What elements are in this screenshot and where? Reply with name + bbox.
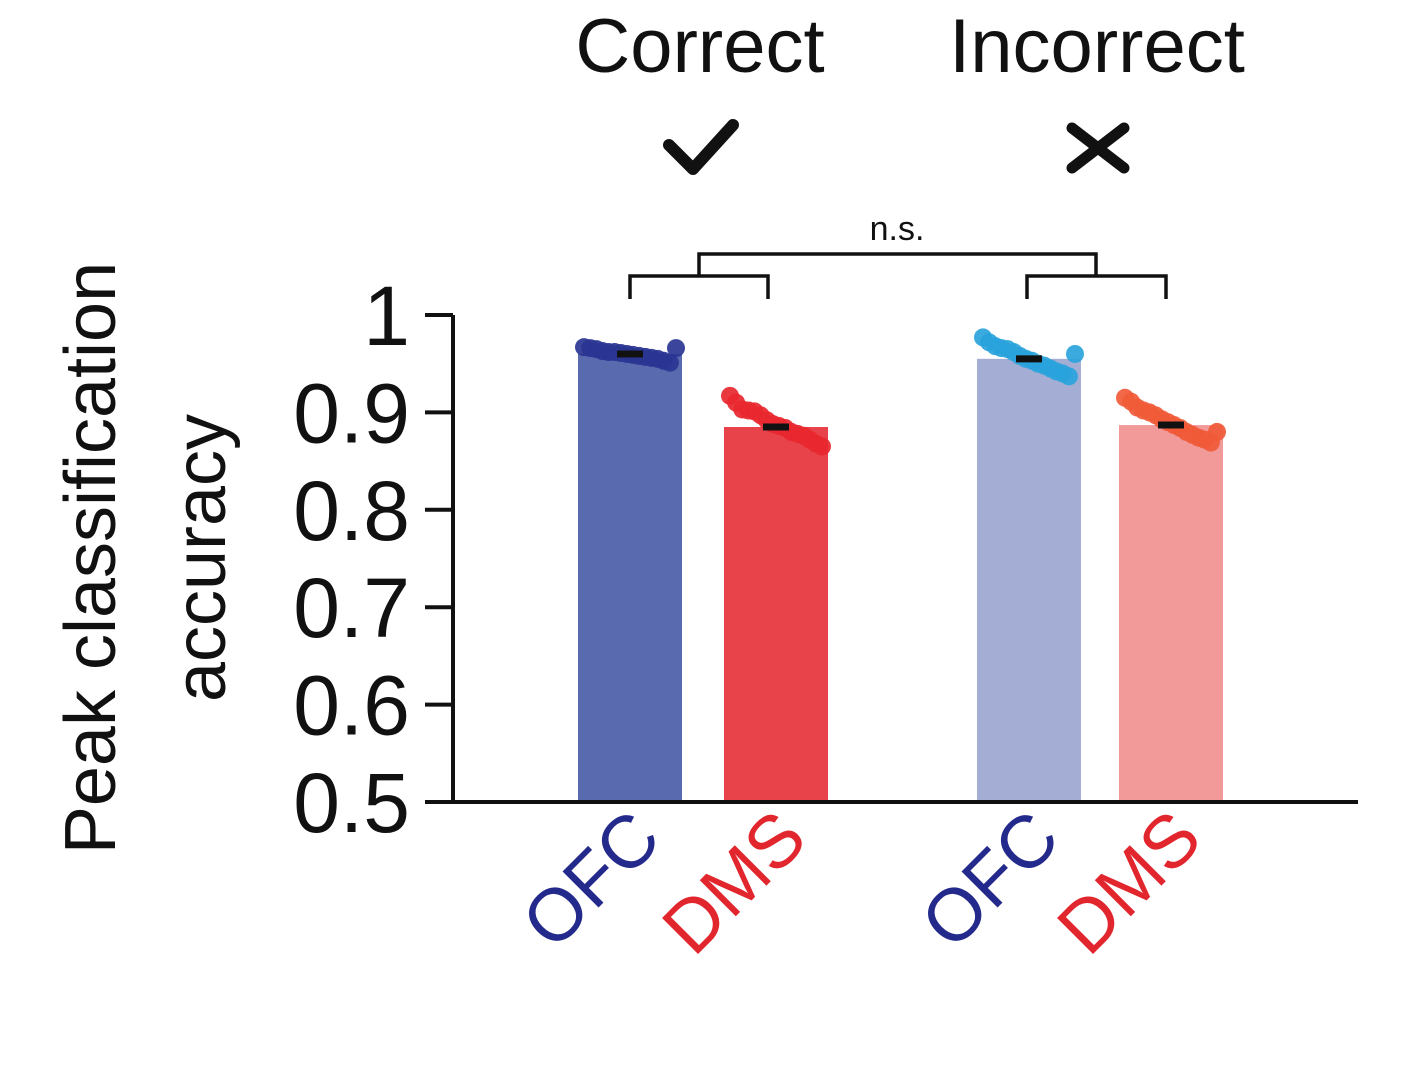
checkmark-icon [663,119,739,175]
y-tick-label: 1 [363,269,410,363]
x-tick-label-dms: DMS [646,795,821,970]
x-tick-label-ofc: OFC [506,795,675,964]
y-axis-title: Peak classification accuracy [51,262,241,854]
bar-incorrect-dms [1119,425,1223,802]
y-tick-label: 0.6 [293,659,410,753]
y-tick-label: 0.5 [293,756,410,850]
y-tick-label: 0.9 [293,366,410,460]
x-tick-label-dms: DMS [1041,795,1216,970]
group-label-incorrect: Incorrect [949,4,1245,89]
means-layer [617,350,1184,431]
data-point [1059,367,1078,386]
cross-icon [1066,122,1130,174]
points-layer [575,328,1226,456]
data-point [813,437,831,456]
bar-correct-ofc [578,353,682,802]
significance-bracket: n.s. [628,210,1168,299]
y-axis-title-line-2: accuracy [161,414,241,702]
data-point [1066,344,1084,363]
bracket-between [697,252,1098,276]
data-point [660,353,679,372]
group-label-correct: Correct [575,4,824,89]
bar-incorrect-ofc [977,358,1081,802]
bar-correct-dms [724,427,828,802]
significance-label: n.s. [870,210,925,248]
y-axis-title-line-1: Peak classification [51,262,131,854]
bracket-correct [628,274,770,299]
y-tick-label: 0.8 [293,464,410,558]
y-axis-ticks: 0.50.60.70.80.91 [293,269,453,850]
data-point [667,339,685,358]
bars-layer [578,353,1223,802]
data-point [1208,422,1226,441]
x-tick-label-ofc: OFC [905,795,1074,964]
bracket-incorrect [1025,274,1168,299]
y-tick-label: 0.7 [293,561,410,655]
